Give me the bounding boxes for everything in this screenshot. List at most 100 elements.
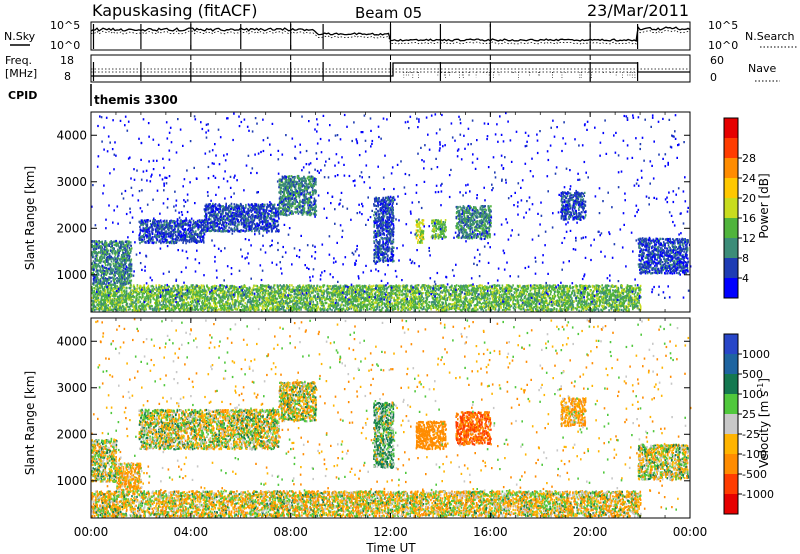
freq-tick-low: 8 <box>64 70 71 83</box>
power-data-points <box>91 112 691 312</box>
data-point <box>339 297 341 299</box>
data-point <box>534 287 536 289</box>
data-point <box>370 308 372 310</box>
data-point <box>412 294 414 296</box>
data-point <box>169 310 171 312</box>
data-point <box>495 305 497 307</box>
data-point <box>255 299 257 301</box>
data-point <box>105 279 107 281</box>
data-point <box>115 268 117 270</box>
data-point <box>147 303 149 305</box>
data-point <box>514 296 516 298</box>
data-point <box>106 243 108 245</box>
data-point <box>124 249 126 251</box>
data-point <box>126 298 128 300</box>
data-point <box>259 303 261 305</box>
data-point <box>606 285 608 287</box>
data-point <box>126 281 128 283</box>
data-point <box>106 267 108 269</box>
data-point <box>121 249 123 251</box>
data-point <box>329 308 331 310</box>
data-point <box>478 301 480 303</box>
data-point <box>117 250 119 252</box>
data-point <box>430 308 432 310</box>
data-point <box>335 285 337 287</box>
data-point <box>427 290 429 292</box>
data-point <box>158 296 160 298</box>
data-point <box>129 270 131 272</box>
data-point <box>97 270 99 272</box>
data-point <box>112 258 114 260</box>
data-point <box>302 299 304 301</box>
data-point <box>129 276 131 278</box>
data-point <box>414 296 416 298</box>
data-point <box>214 309 216 311</box>
data-point <box>92 253 94 255</box>
data-point <box>97 277 99 279</box>
data-point <box>111 272 113 274</box>
data-point <box>93 291 95 293</box>
data-point <box>551 304 553 306</box>
data-point <box>124 261 126 263</box>
data-point <box>108 279 110 281</box>
data-point <box>95 260 97 262</box>
data-point <box>117 242 119 244</box>
data-point <box>111 260 113 262</box>
data-point <box>98 240 100 242</box>
data-point <box>500 306 502 308</box>
data-point <box>428 301 430 303</box>
data-point <box>598 305 600 307</box>
data-point <box>511 290 513 292</box>
data-point <box>214 285 216 287</box>
data-point <box>125 272 127 274</box>
data-point <box>96 279 98 281</box>
data-point <box>114 274 116 276</box>
data-point <box>106 274 108 276</box>
data-point <box>113 241 115 243</box>
data-point <box>173 309 175 311</box>
data-point <box>116 245 118 247</box>
data-point <box>155 289 157 291</box>
data-point <box>130 272 132 274</box>
data-point <box>398 289 400 291</box>
noise-panel: N.Sky 10^5 10^0 10^5 10^0 N.Search <box>4 19 798 52</box>
data-point <box>575 300 577 302</box>
data-point <box>399 289 401 291</box>
data-point <box>113 244 115 246</box>
data-point <box>127 250 129 252</box>
data-point <box>213 295 215 297</box>
data-point <box>98 260 100 262</box>
data-point <box>543 306 545 308</box>
data-point <box>99 266 101 268</box>
data-point <box>97 245 99 247</box>
data-point <box>102 258 104 260</box>
data-point <box>100 282 102 284</box>
data-point <box>124 278 126 280</box>
data-point <box>123 264 125 266</box>
data-point <box>416 292 418 294</box>
data-point <box>639 287 641 289</box>
data-point <box>93 245 95 247</box>
data-point <box>515 299 517 301</box>
data-point <box>398 285 400 287</box>
data-point <box>137 293 139 295</box>
data-point <box>95 252 97 254</box>
frequency-panel: Freq. [MHz] 18 8 60 0 Nave <box>5 54 780 84</box>
data-point <box>93 240 95 242</box>
data-point <box>234 302 236 304</box>
data-point <box>278 290 280 292</box>
data-point <box>94 309 96 311</box>
data-point <box>101 270 103 272</box>
power-panel: 1000200030004000 Slant Range [km] <box>23 112 691 312</box>
data-point <box>505 309 507 311</box>
data-point <box>290 291 292 293</box>
data-point <box>152 288 154 290</box>
data-point <box>379 309 381 311</box>
data-point <box>637 292 639 294</box>
data-point <box>111 285 113 287</box>
data-point <box>534 284 536 286</box>
data-point <box>231 285 233 287</box>
cpid-label: CPID <box>8 89 37 102</box>
data-point <box>228 305 230 307</box>
data-point <box>626 290 628 292</box>
